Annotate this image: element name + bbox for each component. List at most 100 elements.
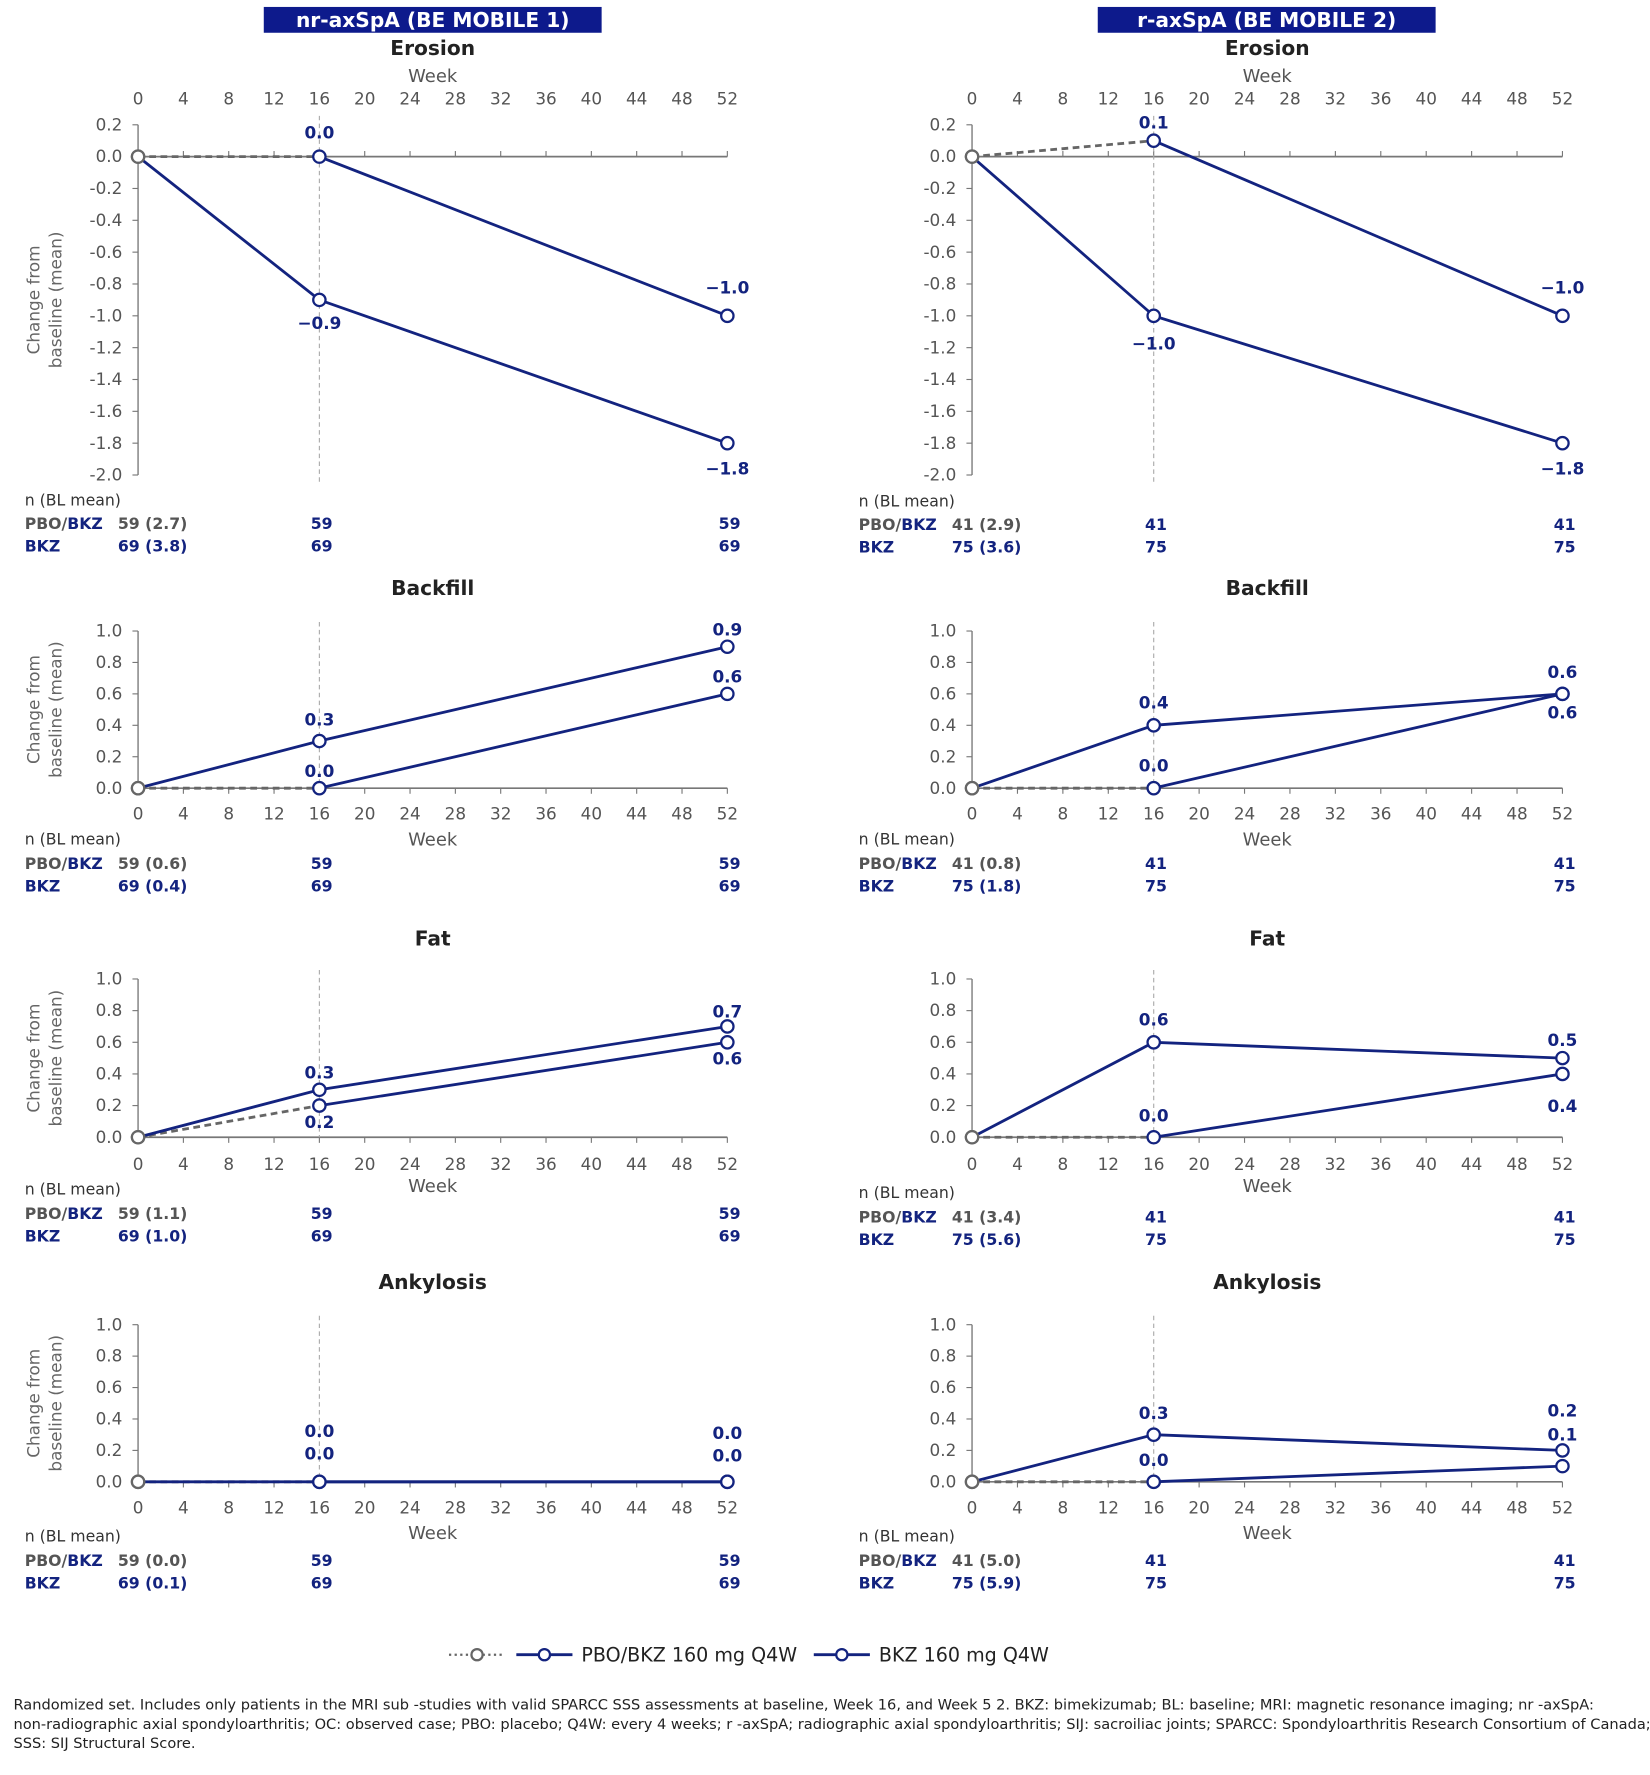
x-tick-label: 52 bbox=[717, 1154, 738, 1174]
x-tick-label: 24 bbox=[399, 89, 420, 109]
y-tick-label: 0.2 bbox=[96, 746, 123, 766]
pbo-bkz-segment bbox=[318, 155, 728, 318]
y-tick-label: -1.0 bbox=[923, 305, 956, 325]
y-tick-label: -0.6 bbox=[923, 242, 956, 262]
y-tick-label: -0.8 bbox=[923, 274, 956, 294]
x-tick-label: 32 bbox=[1325, 1497, 1346, 1517]
x-tick-label: 24 bbox=[1234, 1497, 1255, 1517]
x-tick-label: 8 bbox=[1058, 804, 1069, 824]
y-tick-label: 0.0 bbox=[930, 1127, 957, 1147]
footnote-line-2: non-radiographic axial spondyloarthritis… bbox=[13, 1716, 1650, 1733]
x-tick-label: 28 bbox=[445, 89, 466, 109]
x-tick-label: 4 bbox=[1012, 1497, 1023, 1517]
bkz-data-label: 0.6 bbox=[1548, 662, 1578, 682]
x-tick-label: 40 bbox=[581, 1154, 602, 1174]
n-bkz-baseline: 75 (5.9) bbox=[952, 1573, 1022, 1592]
n-pbo-week-52: 41 bbox=[1554, 1551, 1576, 1570]
n-bkz-week-16: 75 bbox=[1145, 1230, 1167, 1249]
pbo-bkz-data-label: 0.2 bbox=[304, 1112, 334, 1132]
n-pbo-baseline: 59 (1.1) bbox=[118, 1204, 188, 1223]
x-tick-label: 16 bbox=[1143, 1497, 1164, 1517]
x-tick-label: 0 bbox=[967, 1154, 978, 1174]
x-tick-label: 4 bbox=[1012, 89, 1023, 109]
row-label-bkz: BKZ bbox=[25, 536, 61, 555]
n-bkz-week-16: 75 bbox=[1145, 1573, 1167, 1592]
bkz-line bbox=[137, 645, 728, 790]
y-tick-label: -2.0 bbox=[923, 465, 956, 485]
pbo-bkz-data-label: 0.6 bbox=[712, 667, 742, 687]
pbo-bkz-data-label: 0.0 bbox=[304, 123, 334, 143]
pbo-bkz-point bbox=[312, 149, 327, 164]
panel-erosion-r: Erosion Week -2.0 -1.8 -1.6 -1.4 -1.2 -1.0 -0.8 -… bbox=[859, 36, 1585, 556]
y-tick-label: 0.4 bbox=[930, 1064, 957, 1084]
x-axis-label: Week bbox=[408, 66, 458, 87]
n-pbo-week-52: 41 bbox=[1554, 515, 1576, 534]
y-tick-label: -1.4 bbox=[923, 369, 956, 389]
n-bkz-week-16: 69 bbox=[311, 1227, 333, 1246]
n-header: n (BL mean) bbox=[859, 491, 955, 510]
y-tick-label: 1.0 bbox=[96, 969, 123, 989]
x-tick-label: 24 bbox=[399, 1497, 420, 1517]
y-tick-label: 0.2 bbox=[96, 114, 123, 134]
x-tick-label: 0 bbox=[967, 89, 978, 109]
study-banner-r-label: r-axSpA (BE MOBILE 2) bbox=[1137, 8, 1396, 32]
bkz-point bbox=[130, 1474, 146, 1490]
n-bkz-week-52: 75 bbox=[1554, 537, 1576, 556]
n-header: n (BL mean) bbox=[25, 1179, 121, 1198]
bkz-point bbox=[312, 733, 327, 749]
y-tick-label: 0.6 bbox=[96, 683, 123, 703]
y-tick-label: -0.8 bbox=[90, 274, 123, 294]
x-tick-label: 28 bbox=[445, 1154, 466, 1174]
x-tick-label: 36 bbox=[535, 804, 556, 824]
x-tick-label: 4 bbox=[1012, 1154, 1023, 1174]
x-tick-label: 44 bbox=[626, 804, 647, 824]
pbo-bkz-point bbox=[1146, 1129, 1162, 1145]
n-pbo-week-52: 41 bbox=[1554, 854, 1576, 873]
y-tick-label: 1.0 bbox=[96, 621, 123, 641]
y-axis-label-line-2: baseline (mean) bbox=[46, 641, 66, 778]
row-label-pbo-bkz: PBO/BKZ bbox=[859, 854, 937, 873]
y-tick-label: 0.6 bbox=[96, 1032, 123, 1052]
n-bkz-week-52: 69 bbox=[719, 1227, 741, 1246]
y-axis-label-line-2: baseline (mean) bbox=[46, 232, 66, 369]
pbo-bkz-segment bbox=[1153, 1464, 1563, 1484]
row-label-pbo-bkz: PBO/BKZ bbox=[25, 1551, 103, 1570]
pbo-bkz-point bbox=[720, 1034, 735, 1050]
x-tick-label: 4 bbox=[178, 804, 189, 824]
x-tick-label: 8 bbox=[223, 89, 234, 109]
n-header: n (BL mean) bbox=[25, 1526, 121, 1545]
pbo-bkz-segment bbox=[1153, 139, 1564, 318]
n-bkz-baseline: 75 (5.6) bbox=[952, 1230, 1022, 1249]
n-pbo-baseline: 41 (0.8) bbox=[952, 854, 1022, 873]
legend-placebo-marker bbox=[470, 1647, 484, 1662]
y-axis-label-line-1: Change from bbox=[23, 1349, 43, 1458]
bkz-line bbox=[971, 1040, 1563, 1139]
y-tick-label: 0.2 bbox=[96, 1095, 123, 1115]
bkz-point bbox=[964, 149, 980, 164]
x-tick-label: 12 bbox=[1098, 1154, 1119, 1174]
y-axis-label-line-1: Change from bbox=[23, 1004, 43, 1113]
y-tick-label: 0.8 bbox=[96, 1000, 123, 1020]
n-bkz-baseline: 69 (0.4) bbox=[118, 876, 188, 895]
n-bkz-baseline: 75 (3.6) bbox=[952, 537, 1022, 556]
pbo-bkz-data-label: 0.0 bbox=[1139, 755, 1169, 775]
pbo-bkz-point bbox=[312, 1098, 327, 1113]
row-label-pbo-bkz: PBO/BKZ bbox=[25, 1204, 103, 1223]
y-tick-label: -1.2 bbox=[90, 337, 123, 357]
n-bkz-week-16: 75 bbox=[1145, 537, 1167, 556]
x-tick-label: 20 bbox=[1188, 804, 1209, 824]
bkz-point bbox=[1555, 435, 1570, 451]
x-axis-label: Week bbox=[1243, 829, 1293, 850]
bkz-point bbox=[964, 1129, 980, 1145]
x-tick-label: 32 bbox=[1325, 1154, 1346, 1174]
x-tick-label: 36 bbox=[1370, 1497, 1391, 1517]
n-bkz-week-16: 75 bbox=[1145, 876, 1167, 895]
pbo-bkz-point bbox=[312, 780, 327, 796]
panel-ankylosis-nr: Ankylosis Week Change from baseline (mean) 0… bbox=[23, 1270, 742, 1593]
y-tick-label: 0.2 bbox=[930, 1440, 957, 1460]
x-tick-label: 20 bbox=[354, 1154, 375, 1174]
n-pbo-baseline: 59 (0.0) bbox=[118, 1551, 188, 1570]
bkz-data-label: 0.0 bbox=[304, 1421, 334, 1441]
